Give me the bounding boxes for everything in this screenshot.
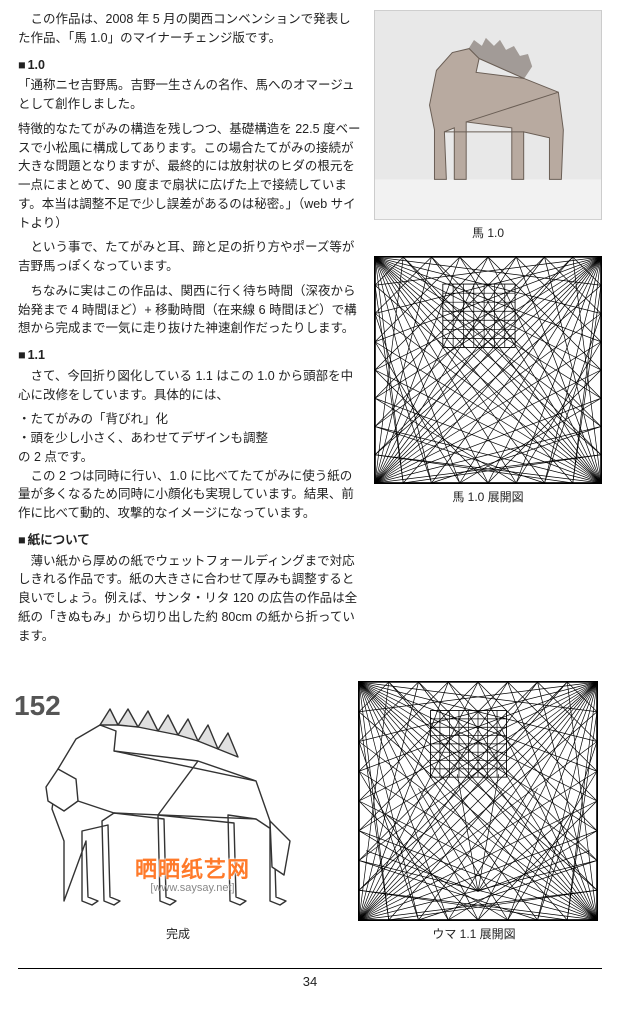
crease11-caption: ウマ 1.1 展開図: [350, 925, 598, 943]
step-number: 152: [14, 685, 61, 727]
text-column: この作品は、2008 年 5 月の関西コンベンションで発表した作品、「馬 1.0…: [18, 10, 362, 651]
finished-figure: 152 完成: [18, 691, 338, 943]
crease11-figure: ウマ 1.1 展開図: [350, 681, 598, 943]
crease-pattern-1.1: [358, 681, 598, 921]
photo-caption: 馬 1.0: [374, 224, 602, 242]
sec10-p2: 特徴的なたてがみの構造を残しつつ、基礎構造を 22.5 度ベースで小松風に構成し…: [18, 120, 362, 233]
sec11-bullet2: ・頭を少し小さく、あわせてデザインも調整: [18, 429, 362, 448]
page-number: 34: [0, 972, 620, 992]
sec11-bullet1: ・たてがみの「背びれ」化: [18, 410, 362, 429]
watermark-text: 晒晒纸艺网: [135, 858, 250, 882]
sec10-p4: ちなみに実はこの作品は、関西に行く待ち時間（深夜から始発まで 4 時間ほど）+ …: [18, 282, 362, 338]
section-1.0-heading: 1.0: [18, 56, 362, 75]
figure-column: 馬 1.0 馬 1.0 展開図: [374, 10, 602, 651]
sec10-p1: 「通称ニセ吉野馬。吉野一生さんの名作、馬へのオマージュとして創作しました。: [18, 76, 362, 114]
watermark: 晒晒纸艺网 [www.saysay.net]: [135, 858, 250, 894]
crease-pattern-1.0: [374, 256, 602, 484]
footer-rule: [18, 968, 602, 969]
crease10-caption: 馬 1.0 展開図: [374, 488, 602, 506]
sec11-p3: この 2 つは同時に行い、1.0 に比べてたてがみに使う紙の量が多くなるため同時…: [18, 467, 362, 523]
watermark-url: [www.saysay.net]: [135, 882, 250, 894]
horse-photo: [374, 10, 602, 220]
paper-heading: 紙について: [18, 531, 362, 550]
finished-caption: 完成: [18, 925, 338, 943]
crease10-figure: 馬 1.0 展開図: [374, 256, 602, 506]
section-1.1-heading: 1.1: [18, 346, 362, 365]
photo-figure: 馬 1.0: [374, 10, 602, 242]
sec11-p2: の 2 点です。: [18, 448, 362, 467]
intro-paragraph: この作品は、2008 年 5 月の関西コンベンションで発表した作品、「馬 1.0…: [18, 10, 362, 48]
paper-p1: 薄い紙から厚めの紙でウェットフォールディングまで対応しきれる作品です。紙の大きさ…: [18, 552, 362, 646]
sec11-p1: さて、今回折り図化している 1.1 はこの 1.0 から頭部を中心に改修をしてい…: [18, 367, 362, 405]
sec10-p3: という事で、たてがみと耳、蹄と足の折り方やポーズ等が吉野馬っぽくなっています。: [18, 238, 362, 276]
